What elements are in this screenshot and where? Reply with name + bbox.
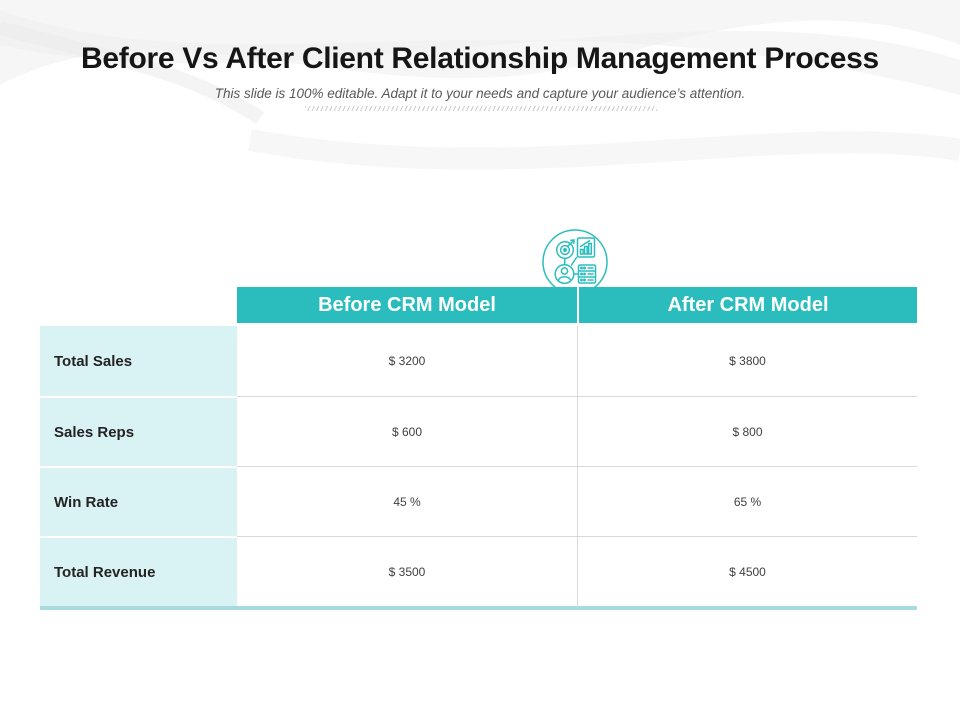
table-header-row: Before CRM Model After CRM Model: [237, 287, 917, 323]
table-row: Total Sales $ 3200 $ 3800: [40, 326, 917, 396]
table-row: Win Rate 45 % 65 %: [40, 466, 917, 536]
row-label-total-revenue: Total Revenue: [40, 536, 237, 606]
row-label-win-rate: Win Rate: [40, 466, 237, 536]
cell-total-sales-after: $ 3800: [577, 326, 917, 396]
page-subtitle: This slide is 100% editable. Adapt it to…: [214, 86, 746, 101]
table-header-after: After CRM Model: [577, 287, 917, 323]
cell-total-sales-before: $ 3200: [237, 326, 577, 396]
cell-total-revenue-after: $ 4500: [577, 536, 917, 606]
table-row: Sales Reps $ 600 $ 800: [40, 396, 917, 466]
table-header-before: Before CRM Model: [237, 287, 577, 323]
cell-sales-reps-before: $ 600: [237, 396, 577, 466]
hatch-divider: [305, 106, 657, 111]
cell-win-rate-before: 45 %: [237, 466, 577, 536]
cell-sales-reps-after: $ 800: [577, 396, 917, 466]
page-title: Before Vs After Client Relationship Mana…: [81, 42, 879, 75]
row-label-sales-reps: Sales Reps: [40, 396, 237, 466]
row-label-total-sales: Total Sales: [40, 326, 237, 396]
table-row: Total Revenue $ 3500 $ 4500: [40, 536, 917, 606]
cell-win-rate-after: 65 %: [577, 466, 917, 536]
comparison-table: Before CRM Model After CRM Model Total S…: [40, 287, 917, 610]
cell-total-revenue-before: $ 3500: [237, 536, 577, 606]
table-body: Total Sales $ 3200 $ 3800 Sales Reps $ 6…: [40, 326, 917, 610]
crm-analytics-icon: [542, 229, 608, 295]
